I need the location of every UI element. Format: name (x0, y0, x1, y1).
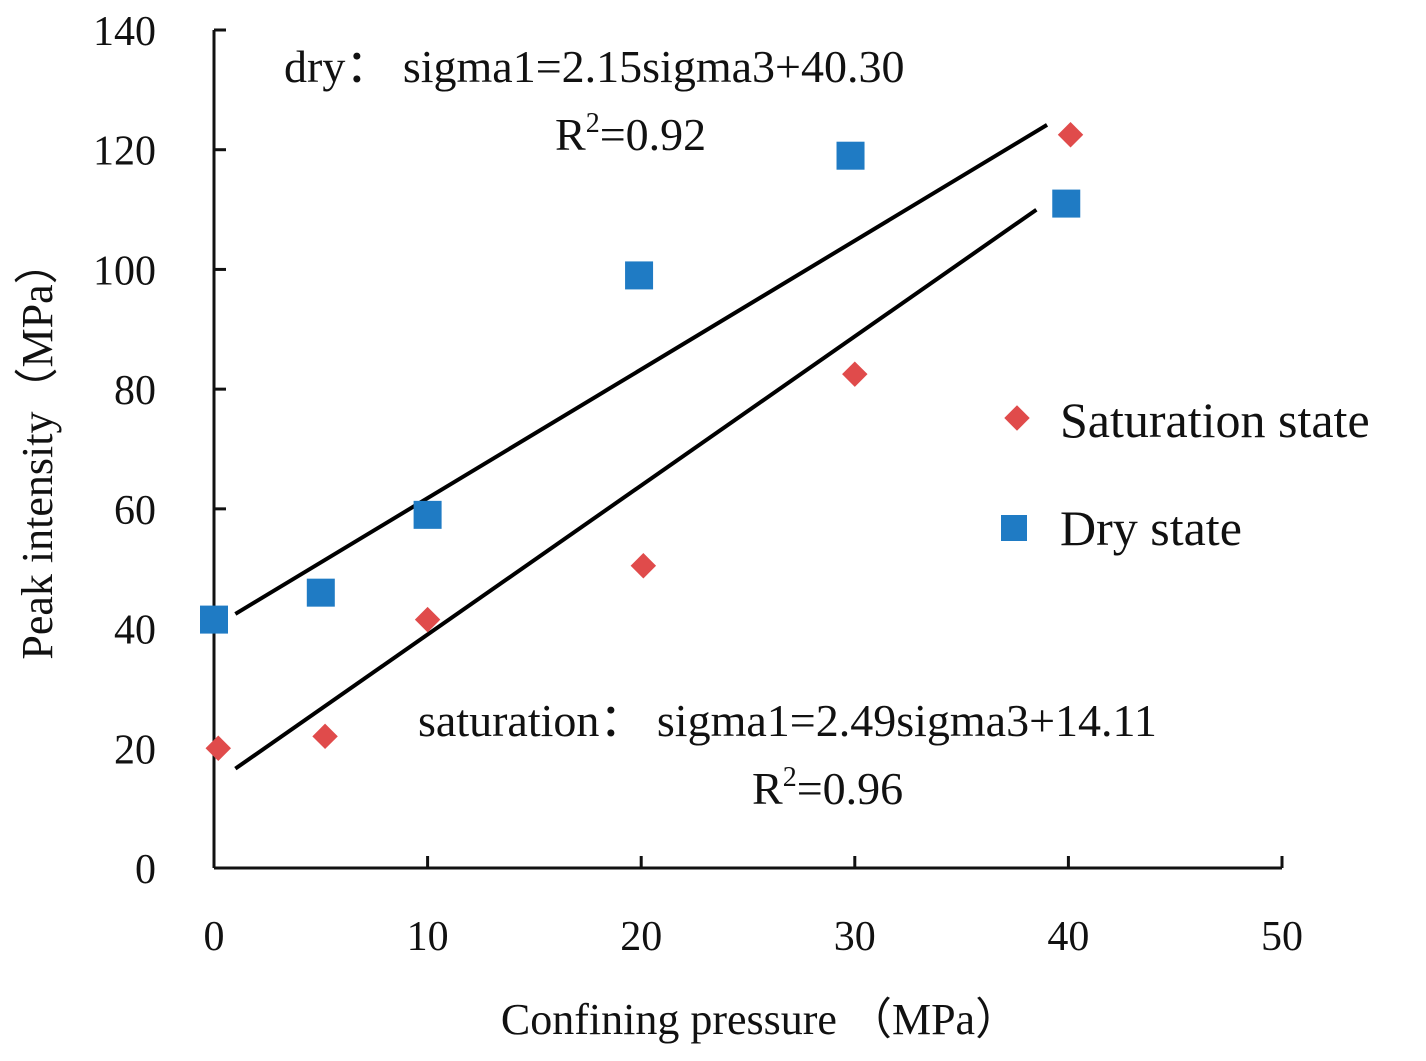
dry-point (1052, 189, 1081, 218)
dry-fit-line (234, 123, 1049, 616)
y-tick-label: 80 (114, 368, 156, 414)
saturation-point (842, 361, 868, 387)
y-tick-label: 0 (135, 847, 156, 893)
dry-r2: R2=0.92 (555, 108, 706, 160)
y-tick-label: 60 (114, 488, 156, 534)
dry-point (200, 605, 228, 634)
legend-label-dry: Dry state (1060, 500, 1242, 556)
x-tick-label: 20 (620, 914, 662, 960)
x-tick-label: 0 (204, 914, 225, 960)
sat-r2-value: =0.96 (797, 763, 903, 814)
x-tick-label: 50 (1261, 914, 1303, 960)
y-tick-label: 40 (114, 608, 156, 654)
y-tick-label: 100 (93, 248, 156, 294)
saturation-r2: R2=0.96 (752, 762, 903, 814)
sat-r2-sup: 2 (783, 762, 797, 793)
y-tick-label: 120 (93, 129, 156, 175)
data-markers (200, 122, 1084, 762)
dry-point (836, 141, 865, 170)
y-axis-title: Peak intensity（MPa） (13, 240, 62, 659)
dry-point (413, 500, 442, 529)
saturation-point (1057, 122, 1084, 148)
x-tick-label: 10 (407, 914, 449, 960)
fit-lines (234, 123, 1049, 771)
x-tick-label: 40 (1047, 914, 1089, 960)
dry-point (306, 578, 335, 607)
axis-ticks: 0 10 20 30 40 50 0 20 40 60 80 100 120 140 (93, 9, 1303, 960)
dry-r2-sup: 2 (586, 108, 600, 139)
dry-equation: dry： sigma1=2.15sigma3+40.30 (284, 41, 904, 92)
saturation-point (414, 606, 441, 633)
x-axis-title: Confining pressure （MPa） (501, 995, 1019, 1044)
saturation-point (312, 723, 338, 750)
legend-square-marker (1001, 515, 1027, 541)
legend-diamond-marker (1004, 405, 1030, 431)
dry-r2-label: R (555, 109, 586, 160)
dry-r2-value: =0.92 (600, 109, 706, 160)
x-tick-label: 30 (834, 914, 876, 960)
saturation-equation: saturation： sigma1=2.49sigma3+14.11 (418, 695, 1157, 746)
saturation-point (630, 552, 657, 579)
saturation-fit-line (234, 208, 1038, 771)
y-tick-label: 20 (114, 727, 156, 773)
legend-label-saturation: Saturation state (1060, 392, 1370, 448)
sat-r2-label: R (752, 763, 783, 814)
saturation-point (205, 735, 231, 762)
legend: Saturation state Dry state (1001, 392, 1370, 556)
y-tick-label: 140 (93, 9, 156, 55)
dry-point (625, 261, 654, 290)
